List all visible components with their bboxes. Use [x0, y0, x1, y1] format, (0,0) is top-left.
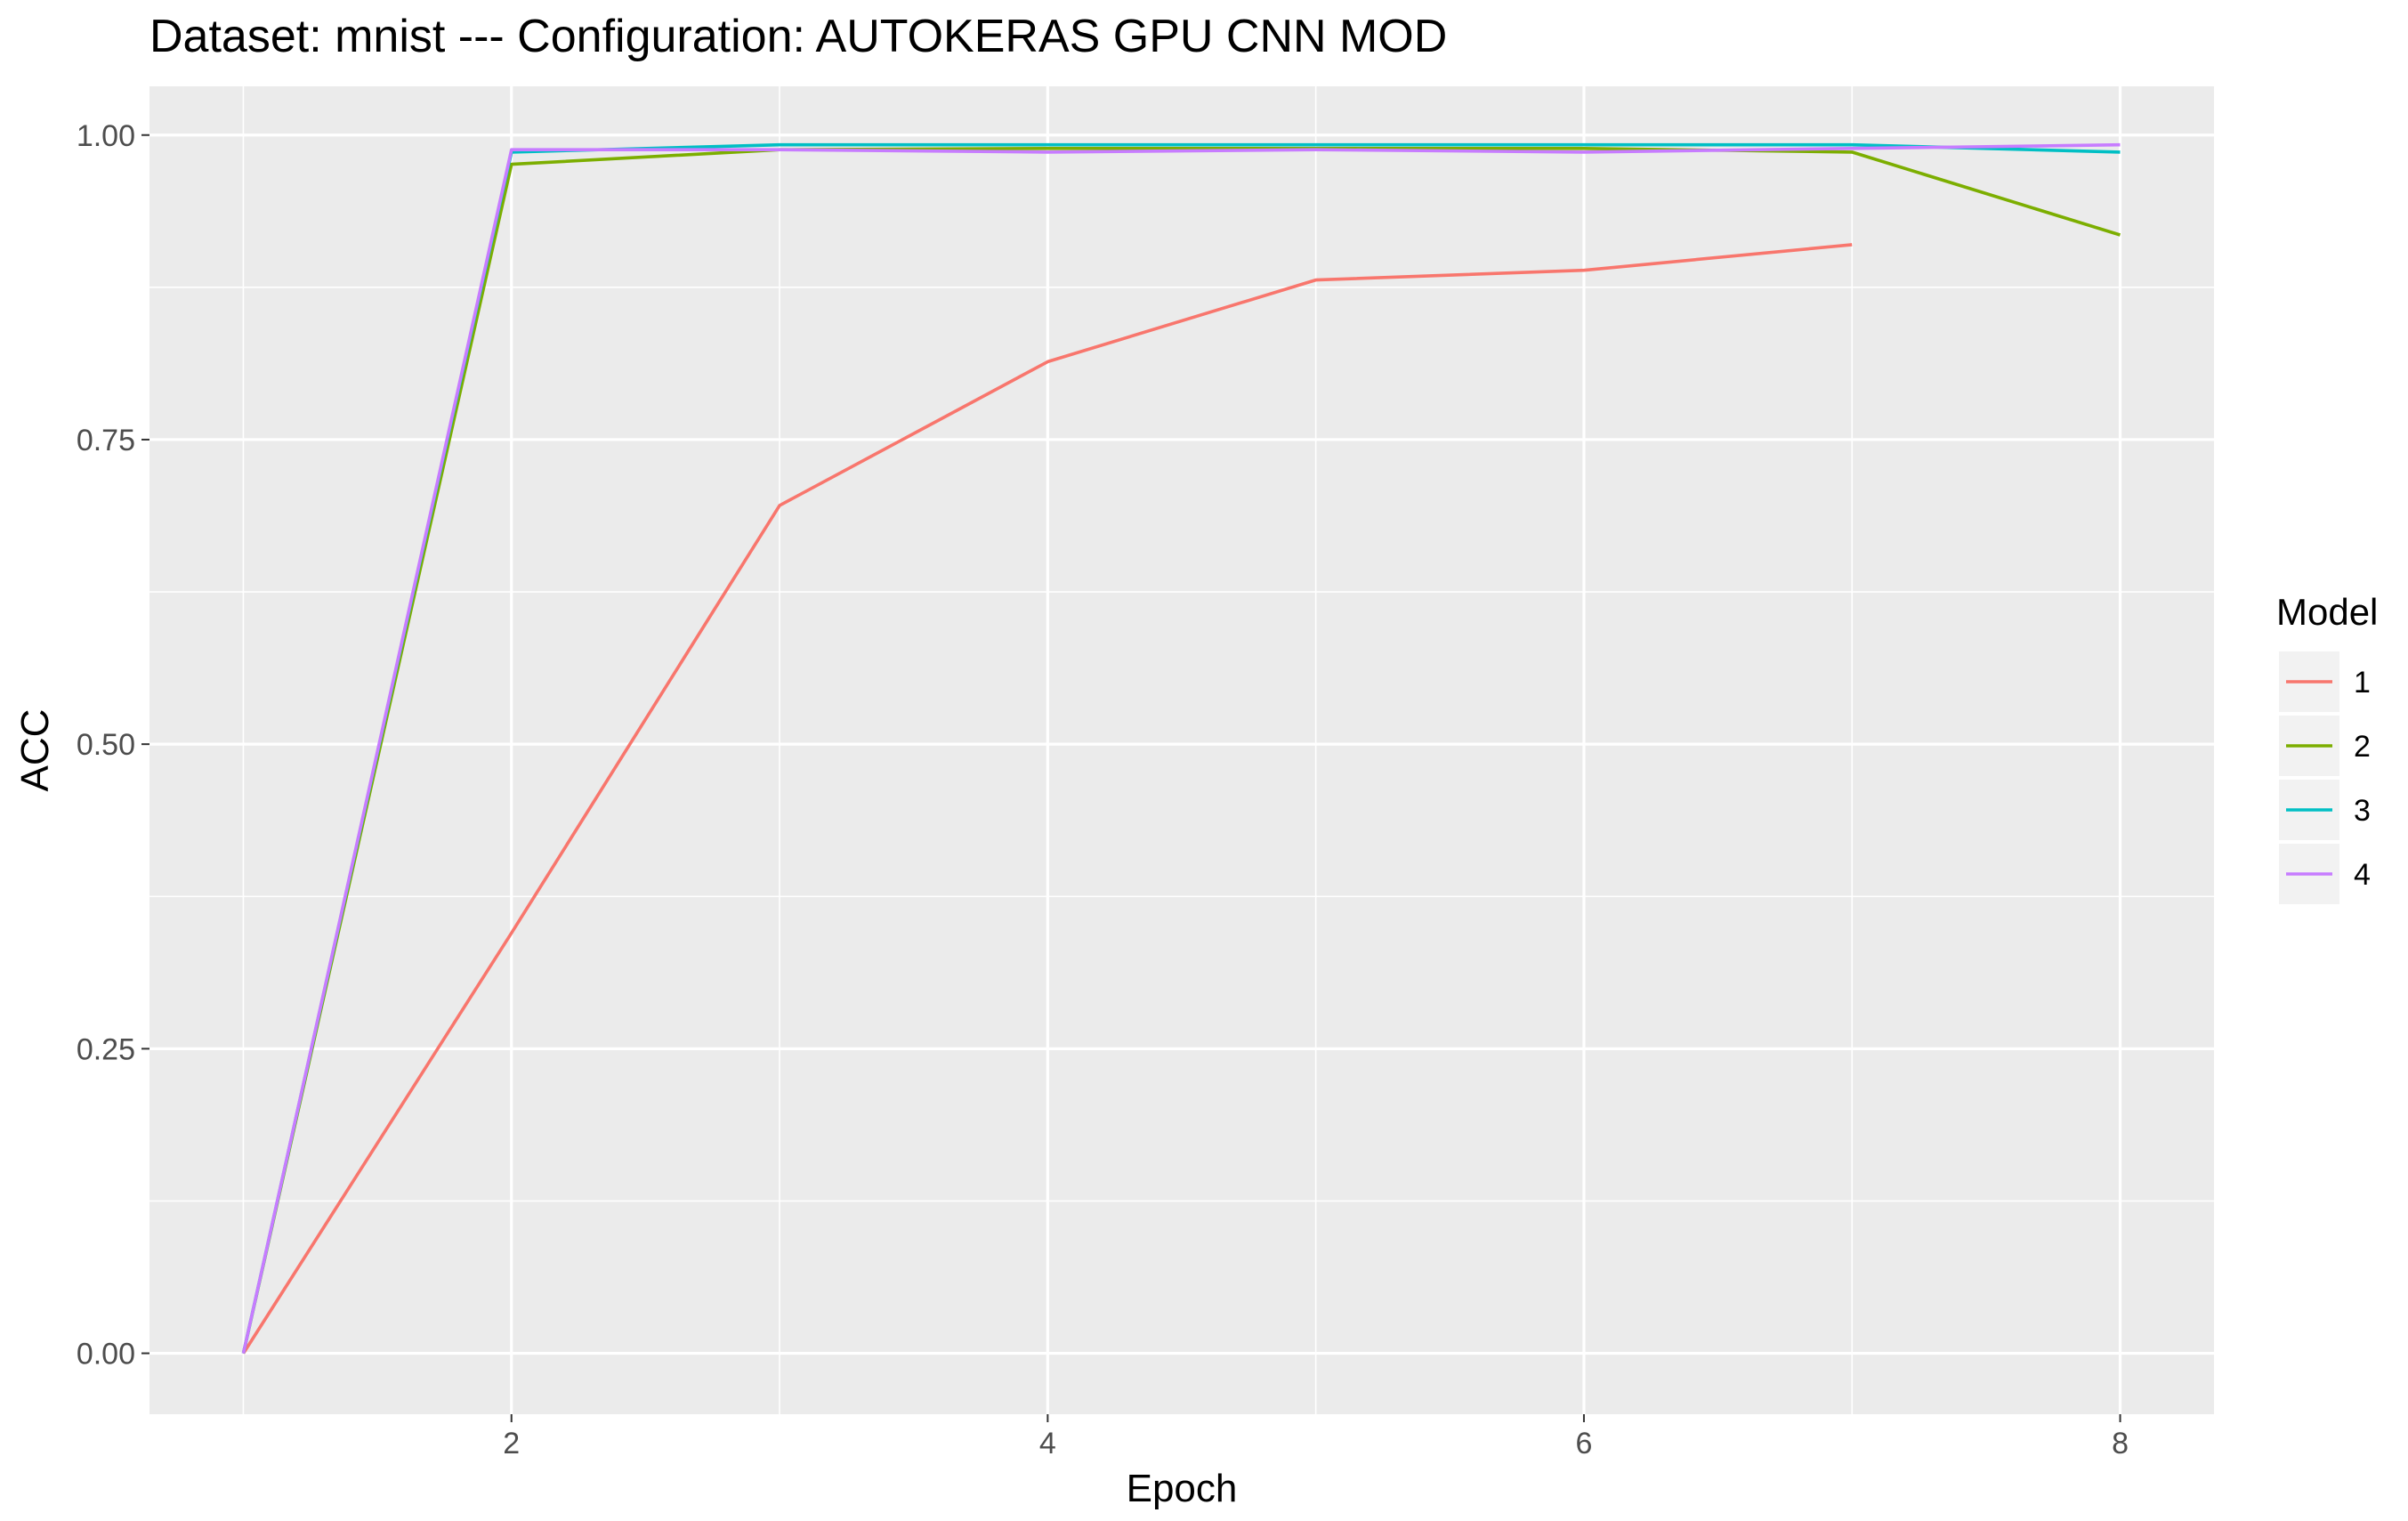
y-axis-title: ACC	[13, 709, 57, 792]
minor-gridlines	[149, 86, 2214, 1414]
legend-label: 4	[2354, 858, 2371, 892]
legend-label: 2	[2354, 730, 2371, 764]
y-tick-label: 0.25	[77, 1032, 135, 1066]
x-tick-label: 2	[503, 1427, 520, 1460]
y-axis: 0.00 0.25 0.50 0.75 1.00	[77, 119, 149, 1371]
chart-title: Dataset: mnist --- Configuration: AUTOKE…	[149, 11, 1447, 62]
x-axis: 2 4 6 8	[503, 1414, 2129, 1460]
series-line-model-2	[241, 147, 2121, 1354]
x-tick-label: 6	[1575, 1427, 1592, 1460]
x-tick-label: 8	[2112, 1427, 2129, 1460]
y-tick-label: 1.00	[77, 119, 135, 153]
x-axis-title: Epoch	[1127, 1467, 1238, 1510]
y-tick-label: 0.00	[77, 1338, 135, 1371]
series-lines	[241, 142, 2121, 1355]
x-tick-label: 4	[1039, 1427, 1056, 1460]
legend: Model 1 2 3 4	[2276, 591, 2378, 904]
y-tick-label: 0.75	[77, 424, 135, 457]
series-line-model-1	[241, 243, 1853, 1355]
legend-title: Model	[2276, 591, 2378, 633]
series-line-model-4	[241, 142, 2121, 1354]
y-tick-label: 0.50	[77, 728, 135, 762]
major-gridlines	[149, 86, 2214, 1414]
plot-panel	[149, 86, 2214, 1414]
legend-label: 3	[2354, 794, 2371, 828]
legend-label: 1	[2354, 666, 2371, 700]
